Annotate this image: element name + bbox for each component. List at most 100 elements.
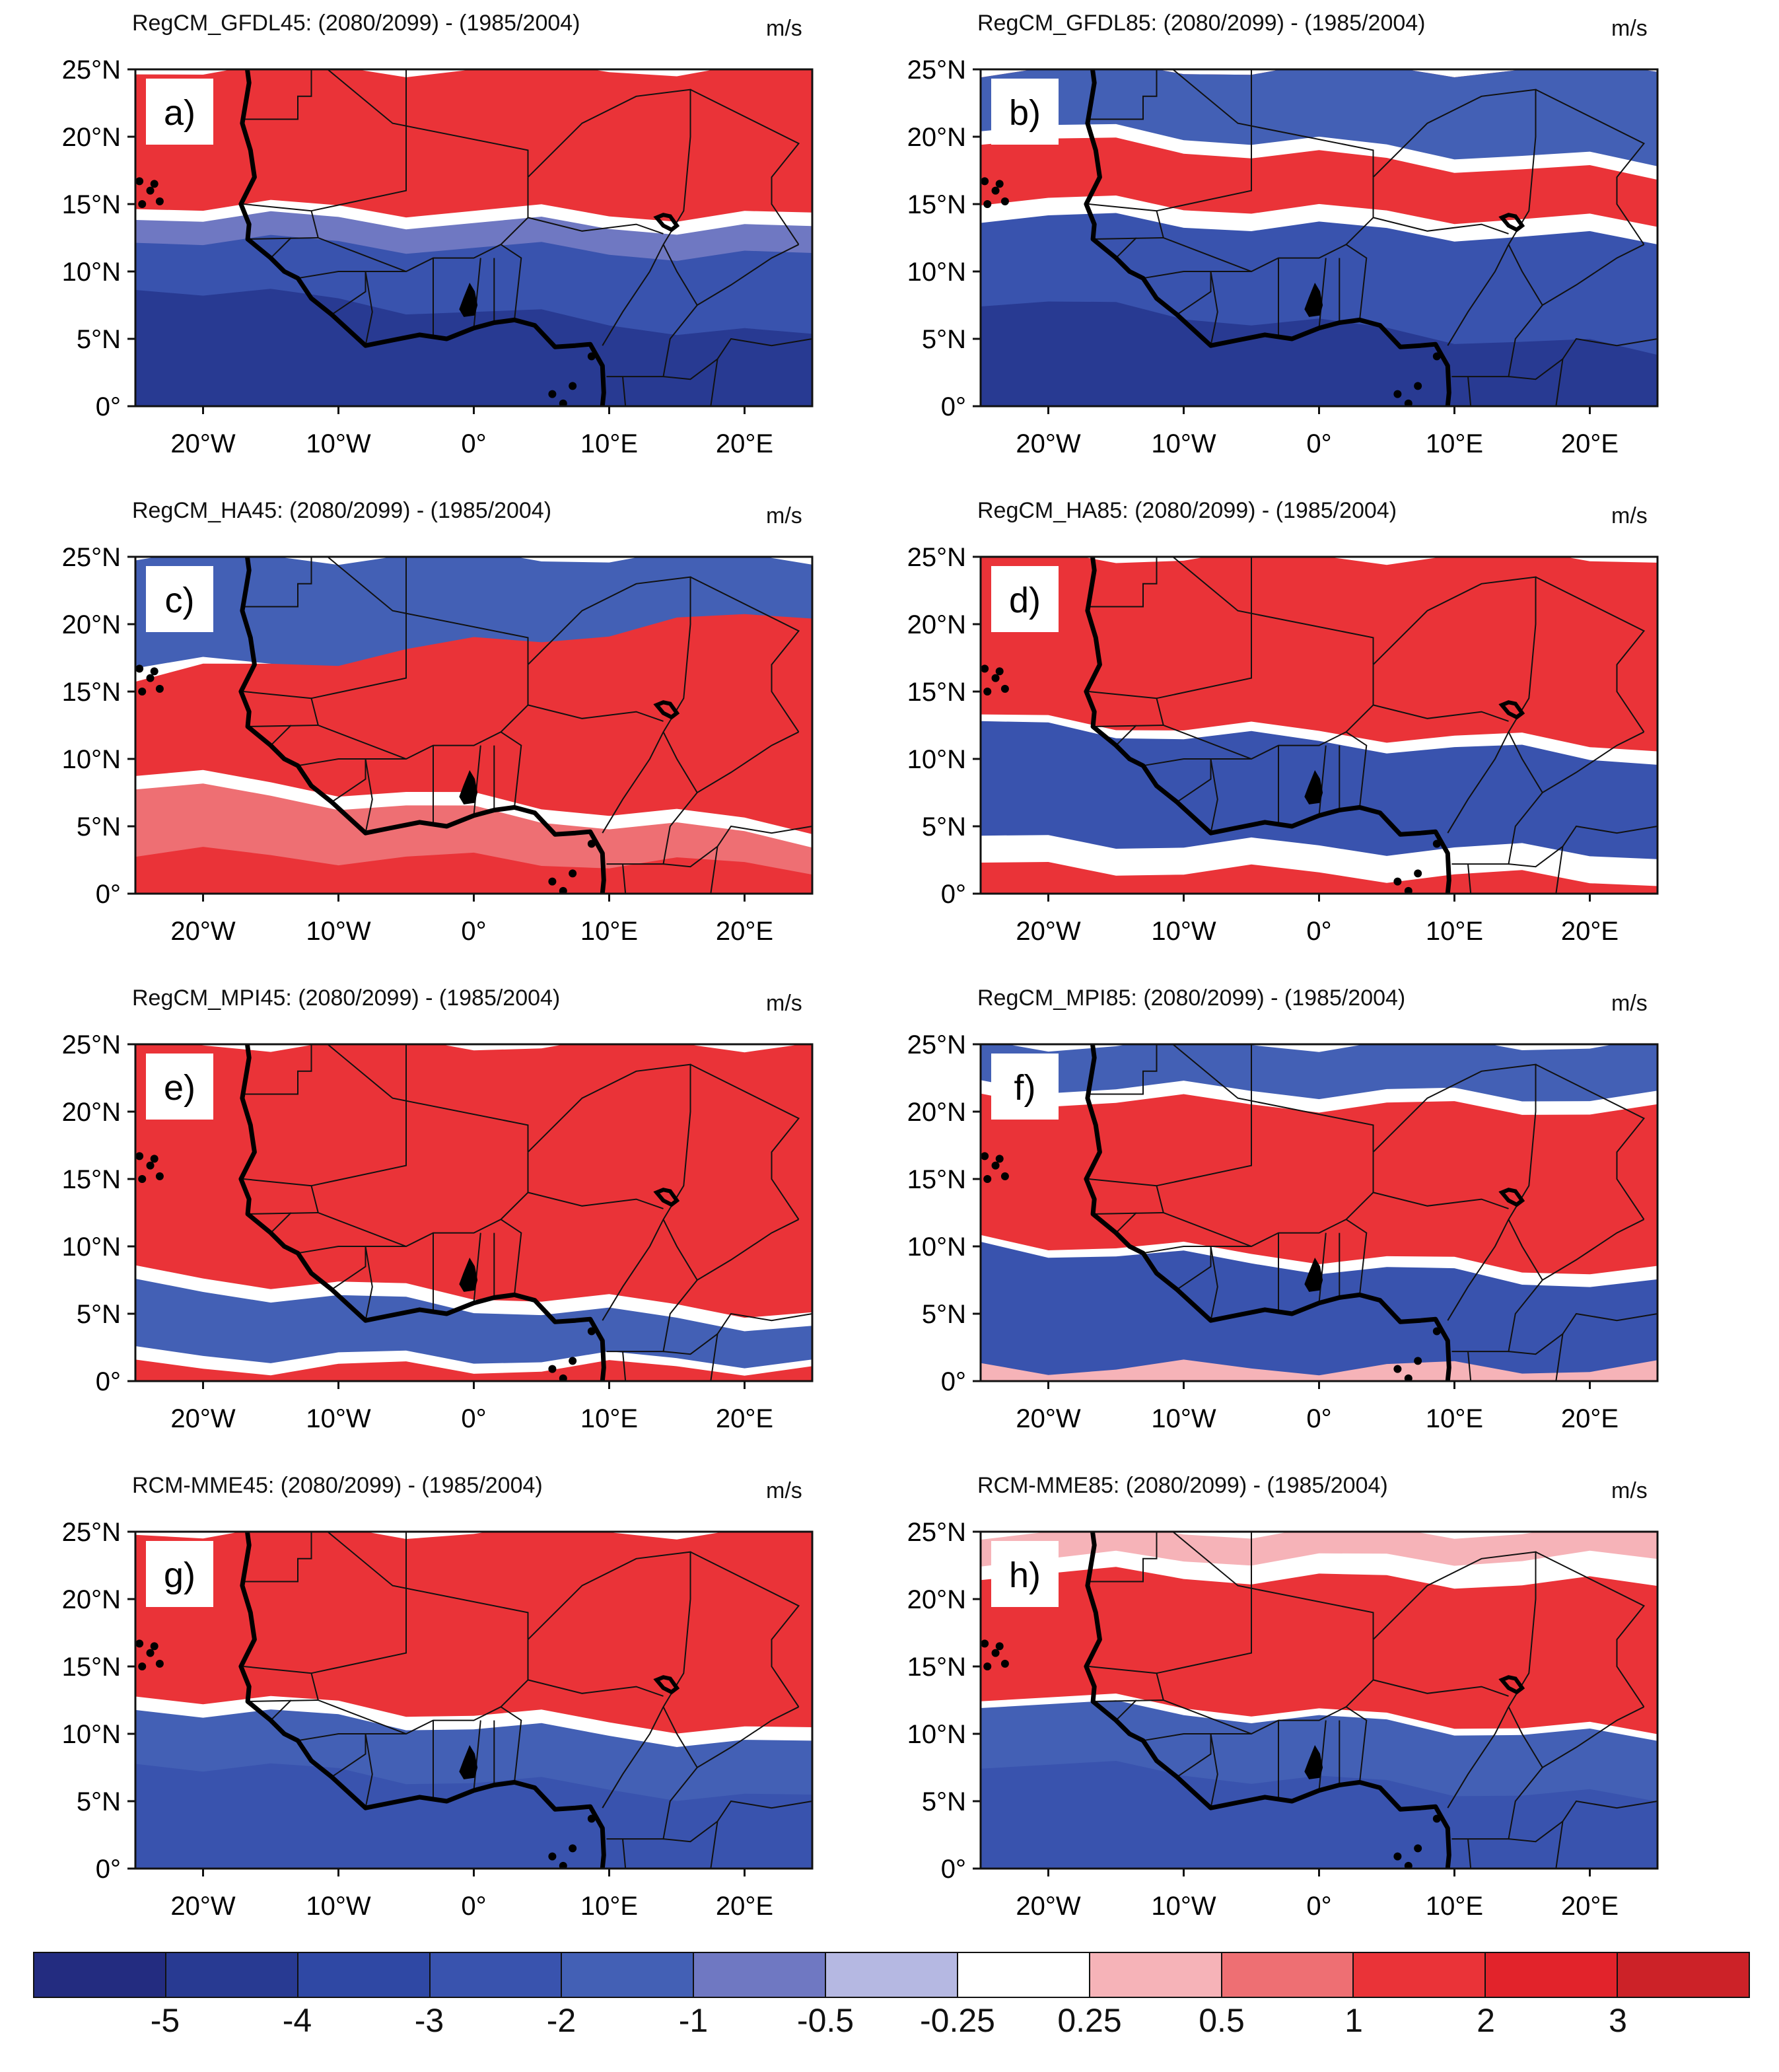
country-border [1345, 1706, 1368, 1783]
y-tick-label: 0° [96, 392, 121, 421]
colorbar-label: -5 [150, 2002, 180, 2039]
x-tick-label: 20°W [170, 1892, 235, 1921]
panel-label: f) [1014, 1068, 1036, 1108]
y-tick-label: 10°N [62, 1720, 121, 1749]
country-border [298, 69, 366, 70]
island-marker [991, 674, 1000, 682]
x-tick-label: 0° [1306, 917, 1331, 946]
x-tick-label: 20°E [1561, 1892, 1619, 1921]
country-border [1372, 89, 1537, 346]
island-marker [995, 667, 1004, 676]
country-border [1210, 1733, 1251, 1808]
country-border [243, 1178, 312, 1187]
country-border [248, 237, 318, 240]
island-marker [150, 1642, 158, 1651]
country-border [270, 725, 292, 746]
country-border [1156, 1044, 1374, 1248]
y-tick-label: 20°N [62, 1098, 121, 1127]
field-layer [135, 1044, 812, 1381]
country-border [310, 1044, 529, 1248]
country-border [1142, 1246, 1211, 1254]
country-border [710, 1334, 718, 1381]
country-border [1318, 1232, 1327, 1303]
island-marker [587, 352, 596, 361]
island-marker [135, 1152, 144, 1161]
lake-volta [1304, 1258, 1323, 1292]
island-marker [1000, 1659, 1009, 1668]
country-border [365, 758, 406, 834]
field-layer [981, 69, 1657, 406]
map-e: 25°N 20°N 15°N 10°N 5°N 0° 20°W 10°W 0° 10°E 20°E e… [62, 1030, 814, 1433]
y-tick-label: 25°N [907, 543, 966, 572]
island-marker [150, 1155, 158, 1163]
x-tick-label: 10°E [580, 429, 638, 458]
anomaly-band [981, 862, 1657, 894]
island-marker [1393, 390, 1402, 398]
country-border [1373, 704, 1509, 722]
x-tick-label: 20°W [170, 1404, 235, 1433]
country-border [528, 1192, 664, 1209]
country-border [527, 576, 691, 834]
island-marker [1393, 1852, 1402, 1861]
country-border [1508, 1312, 1657, 1355]
map-h: 25°N 20°N 15°N 10°N 5°N 0° 20°W 10°W 0° 10°E 20°E h… [907, 1518, 1659, 1921]
y-tick-label: 10°N [907, 1232, 966, 1262]
y-tick-label: 15°N [62, 678, 121, 707]
country-border [365, 1246, 406, 1321]
y-tick-label: 10°N [62, 258, 121, 287]
country-border [1535, 576, 1646, 732]
island-marker [155, 1659, 164, 1668]
island-marker [983, 1175, 992, 1183]
coastline [238, 557, 606, 894]
country-border [622, 376, 627, 406]
country-border [244, 1532, 312, 1583]
colorbar-segment [166, 1953, 298, 1997]
x-tick-label: 10°W [306, 1404, 370, 1433]
country-border [1508, 1706, 1644, 1769]
island-marker [146, 674, 155, 682]
lake-chad [1498, 700, 1525, 720]
island-marker [146, 186, 155, 195]
lake-volta [459, 1258, 478, 1292]
country-border [663, 1800, 812, 1843]
island-marker [559, 1374, 567, 1381]
country-border [710, 1821, 718, 1869]
country-border [527, 89, 691, 346]
island-marker [1404, 1861, 1413, 1869]
y-tick-label: 0° [941, 392, 966, 421]
panel-f: RegCM_MPI85: (2080/2099) - (1985/2004) m/… [845, 975, 1677, 1450]
island-marker [1414, 382, 1422, 390]
country-border [1089, 69, 1158, 120]
colorbar-label: -2 [546, 2002, 576, 2039]
island-marker [991, 186, 1000, 195]
country-border [1508, 731, 1644, 794]
country-border [500, 1219, 522, 1295]
field-layer [981, 1532, 1657, 1869]
panel-unit: m/s [766, 503, 802, 528]
country-border [1171, 557, 1374, 665]
lake-chad [1498, 1188, 1525, 1207]
country-border [1318, 1720, 1327, 1791]
island-marker [587, 1327, 596, 1336]
country-border [1210, 271, 1251, 346]
y-tick-label: 15°N [907, 190, 966, 219]
y-tick-label: 20°N [62, 1585, 121, 1614]
country-border [1176, 1734, 1212, 1778]
island-marker [981, 1639, 989, 1648]
x-tick-label: 10°W [306, 429, 370, 458]
y-tick-label: 20°N [62, 123, 121, 152]
country-border [1115, 1699, 1137, 1721]
colorbar-label: -0.25 [920, 2002, 995, 2039]
country-border [1210, 758, 1251, 834]
island-marker [135, 1639, 144, 1648]
x-tick-label: 20°W [1016, 429, 1080, 458]
island-marker [155, 684, 164, 693]
panel-unit: m/s [766, 16, 802, 41]
x-tick-label: 20°W [170, 429, 235, 458]
country-border [1089, 1044, 1158, 1095]
anomaly-band [981, 301, 1657, 406]
island-marker [981, 664, 989, 673]
y-tick-label: 10°N [907, 258, 966, 287]
country-border [500, 244, 522, 320]
x-tick-label: 10°E [580, 1892, 638, 1921]
